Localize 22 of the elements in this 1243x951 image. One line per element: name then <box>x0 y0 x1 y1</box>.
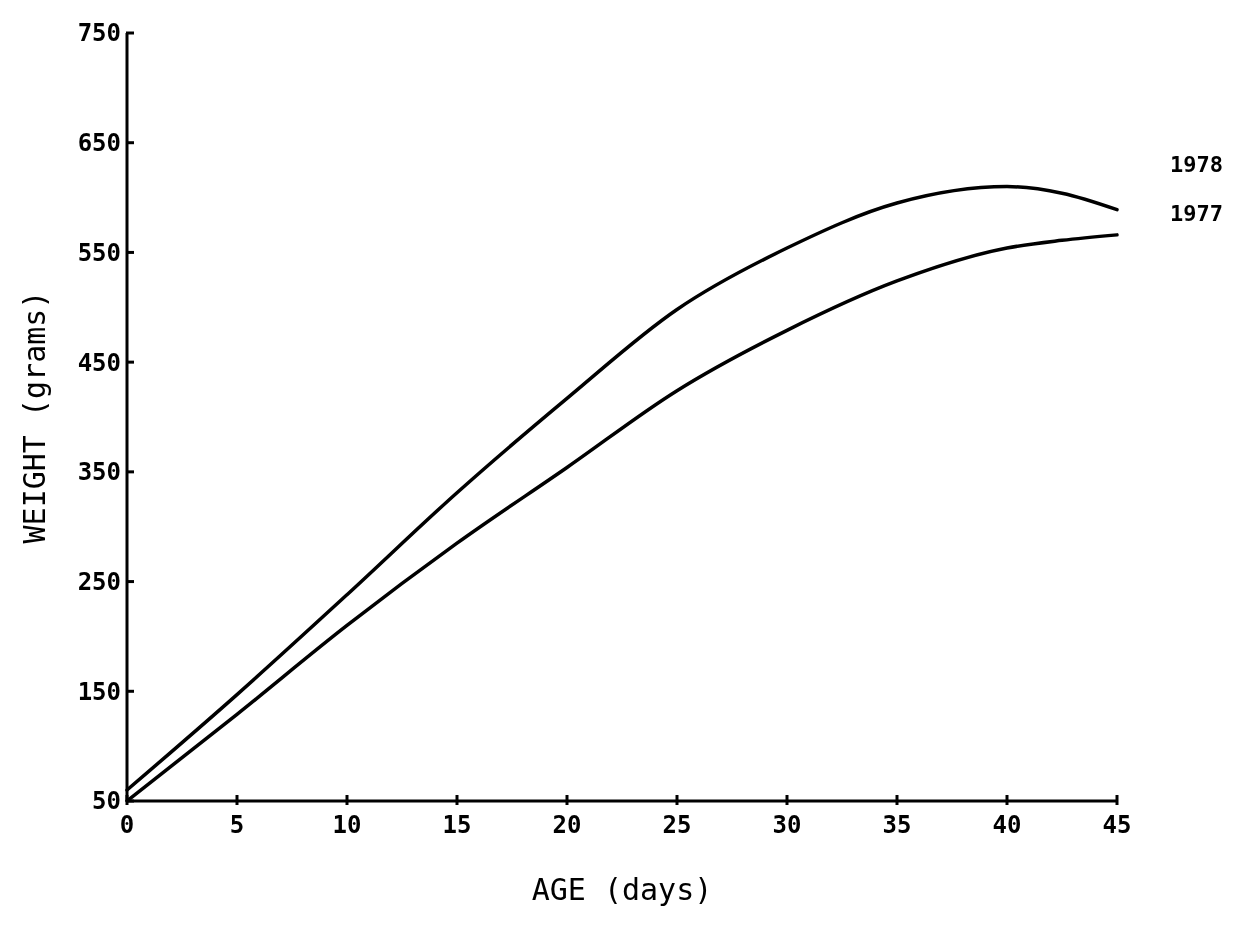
x-tick-label: 35 <box>882 811 912 839</box>
x-axis-title: AGE (days) <box>531 872 713 907</box>
y-tick-label: 50 <box>92 787 121 816</box>
x-tick-label: 10 <box>332 811 362 839</box>
y-tick-label: 350 <box>77 458 121 487</box>
y-tick-label: 550 <box>77 238 121 267</box>
y-tick-label: 750 <box>77 19 121 48</box>
y-axis-title: WEIGHT (grams) <box>17 290 52 544</box>
text: 1977 <box>1170 200 1223 226</box>
x-tick-label: 30 <box>772 811 802 839</box>
x-tick-label: 5 <box>229 811 245 839</box>
x-tick-label: 40 <box>992 811 1022 839</box>
x-tick-label: 0 <box>119 811 135 839</box>
x-tick-label: 15 <box>442 811 472 839</box>
x-tick-label: 45 <box>1102 811 1132 839</box>
y-tick-label: 450 <box>77 348 121 377</box>
y-tick-label: 650 <box>77 129 121 158</box>
y-tick-label: 250 <box>77 567 121 596</box>
text: 1978 <box>1170 151 1223 177</box>
y-tick-label: 150 <box>77 677 121 706</box>
x-tick-label: 20 <box>552 811 582 839</box>
x-tick-label: 25 <box>662 811 692 839</box>
